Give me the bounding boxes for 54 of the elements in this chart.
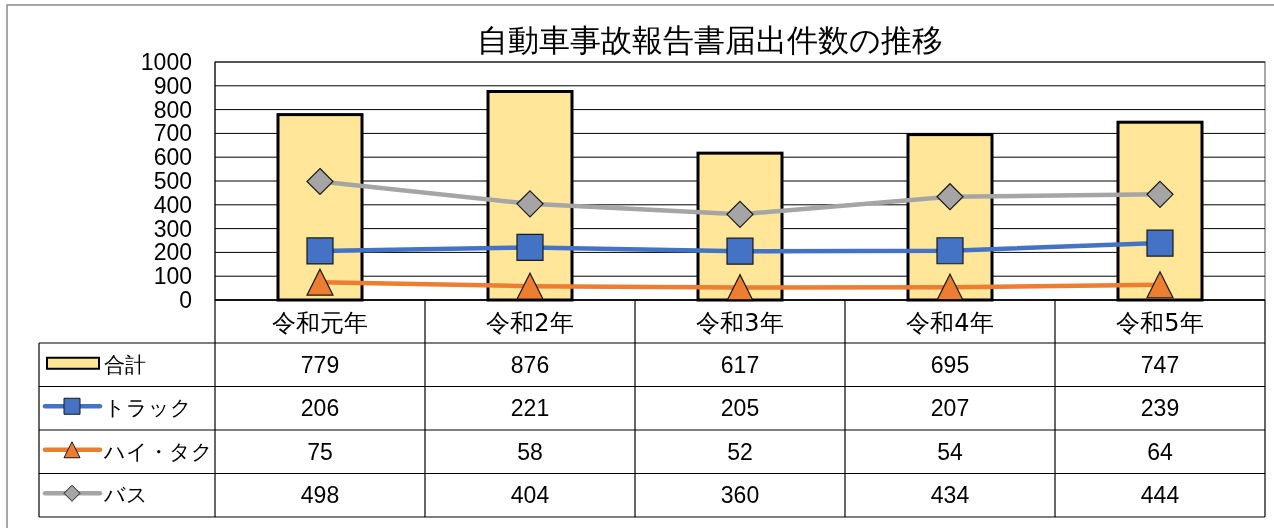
legend-label: ハイ・タク <box>103 439 213 464</box>
point <box>726 200 754 228</box>
y-tick-label: 200 <box>153 239 192 266</box>
legend-label: バス <box>103 483 148 508</box>
point <box>726 237 754 265</box>
point <box>516 190 544 218</box>
data-label: 779 <box>300 351 340 378</box>
legend-label: トラック <box>104 396 192 421</box>
x-tick-label: 令和5年 <box>1116 308 1204 337</box>
y-tick-label: 1000 <box>140 49 192 75</box>
data-label: 404 <box>510 482 550 509</box>
data-label: 54 <box>937 438 963 465</box>
point <box>306 167 334 196</box>
data-label: 239 <box>1140 395 1180 422</box>
point <box>1146 229 1174 257</box>
point <box>516 272 544 300</box>
y-tick-label: 0 <box>179 287 192 313</box>
point <box>936 183 964 211</box>
y-tick-label: 100 <box>153 263 192 290</box>
data-label: 747 <box>1140 351 1180 378</box>
y-tick-label: 500 <box>153 168 192 194</box>
data-label: 221 <box>510 395 550 422</box>
data-label: 75 <box>307 438 333 465</box>
y-tick-label: 300 <box>153 215 192 242</box>
x-tick-label: 令和元年 <box>272 308 368 337</box>
data-label: 206 <box>300 395 340 422</box>
data-label: 434 <box>930 482 970 509</box>
data-label: 207 <box>930 395 970 422</box>
data-label: 695 <box>930 351 970 378</box>
data-label: 876 <box>510 351 550 378</box>
x-tick-label: 令和3年 <box>696 308 784 337</box>
data-label: 58 <box>517 438 543 465</box>
y-tick-label: 700 <box>153 120 192 147</box>
x-tick-label: 令和2年 <box>486 308 574 337</box>
data-label: 444 <box>1140 482 1180 509</box>
point <box>1146 180 1174 208</box>
x-tick-label: 令和4年 <box>906 308 994 337</box>
point <box>306 268 334 296</box>
legend-label: 合計 <box>104 352 146 377</box>
point <box>936 237 964 265</box>
point <box>516 233 544 261</box>
data-label: 360 <box>720 482 760 509</box>
point <box>306 237 334 265</box>
data-label: 205 <box>720 395 760 422</box>
point <box>1146 271 1174 299</box>
data-label: 617 <box>720 351 760 378</box>
y-tick-label: 900 <box>153 72 192 99</box>
chart-title: 自動車事故報告書届出件数の推移 <box>477 22 943 58</box>
y-tick-label: 400 <box>153 191 192 218</box>
y-tick-label: 800 <box>153 96 192 123</box>
y-tick-label: 600 <box>153 144 192 171</box>
data-label: 64 <box>1147 438 1173 465</box>
data-label: 52 <box>727 438 753 465</box>
data-label: 498 <box>300 482 340 509</box>
